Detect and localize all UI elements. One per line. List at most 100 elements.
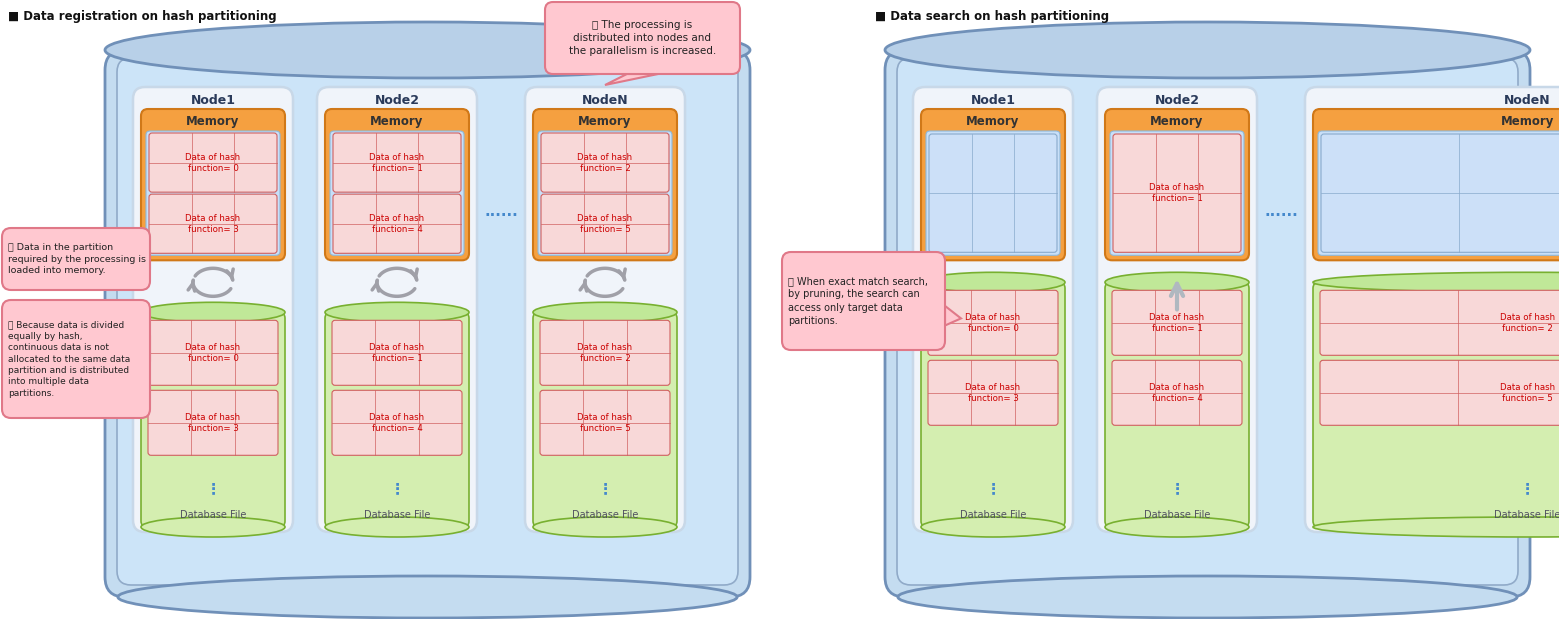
FancyBboxPatch shape (525, 87, 684, 532)
FancyBboxPatch shape (1320, 134, 1559, 253)
Text: ⋮: ⋮ (1169, 482, 1185, 496)
Text: Data of hash
function= 1: Data of hash function= 1 (369, 152, 424, 173)
FancyBboxPatch shape (539, 320, 670, 385)
FancyBboxPatch shape (539, 391, 670, 456)
Text: NodeN: NodeN (582, 95, 628, 108)
FancyBboxPatch shape (324, 313, 469, 527)
Ellipse shape (1313, 517, 1559, 537)
Text: Data of hash
function= 1: Data of hash function= 1 (1149, 183, 1205, 203)
FancyBboxPatch shape (332, 320, 461, 385)
FancyBboxPatch shape (541, 133, 669, 192)
Text: ・ Because data is divided
equally by hash,
continuous data is not
allocated to t: ・ Because data is divided equally by has… (8, 320, 131, 398)
FancyBboxPatch shape (148, 391, 278, 456)
Ellipse shape (533, 517, 677, 537)
Polygon shape (136, 256, 150, 268)
Ellipse shape (104, 22, 750, 78)
FancyBboxPatch shape (886, 50, 1529, 597)
FancyBboxPatch shape (1098, 87, 1257, 532)
Ellipse shape (1313, 272, 1559, 292)
Text: Data of hash
function= 1: Data of hash function= 1 (369, 343, 424, 363)
Text: Node2: Node2 (374, 95, 419, 108)
Text: ......: ...... (1264, 204, 1299, 219)
Ellipse shape (324, 302, 469, 322)
Text: Node1: Node1 (190, 95, 235, 108)
Text: Data of hash
function= 2: Data of hash function= 2 (577, 343, 633, 363)
FancyBboxPatch shape (1317, 131, 1559, 255)
Text: Data of hash
function= 3: Data of hash function= 3 (186, 214, 240, 234)
FancyBboxPatch shape (1320, 290, 1559, 355)
FancyBboxPatch shape (1313, 109, 1559, 261)
Text: Data of hash
function= 3: Data of hash function= 3 (965, 383, 1021, 403)
FancyBboxPatch shape (921, 282, 1065, 527)
Text: ⋮: ⋮ (390, 482, 405, 496)
Text: Data of hash
function= 5: Data of hash function= 5 (1500, 383, 1554, 403)
Text: ⋮: ⋮ (985, 482, 1001, 496)
Ellipse shape (140, 302, 285, 322)
Text: Data of hash
function= 2: Data of hash function= 2 (1500, 313, 1554, 333)
FancyBboxPatch shape (117, 58, 737, 585)
FancyBboxPatch shape (2, 228, 150, 290)
Text: Data of hash
function= 3: Data of hash function= 3 (186, 413, 240, 433)
FancyBboxPatch shape (928, 290, 1059, 355)
Text: ・ When exact match search,
by pruning, the search can
access only target data
pa: ・ When exact match search, by pruning, t… (787, 276, 928, 326)
Text: Data of hash
function= 0: Data of hash function= 0 (186, 152, 240, 173)
Text: Data of hash
function= 5: Data of hash function= 5 (577, 214, 633, 234)
Text: Memory: Memory (371, 115, 424, 128)
FancyBboxPatch shape (533, 109, 677, 261)
FancyBboxPatch shape (926, 131, 1060, 255)
Text: Memory: Memory (578, 115, 631, 128)
Text: Node2: Node2 (1155, 95, 1199, 108)
Text: Data of hash
function= 2: Data of hash function= 2 (577, 152, 633, 173)
FancyBboxPatch shape (896, 58, 1518, 585)
Text: ......: ...... (485, 204, 518, 219)
FancyBboxPatch shape (148, 320, 278, 385)
Text: ⋮: ⋮ (597, 482, 613, 496)
FancyBboxPatch shape (104, 50, 750, 597)
FancyBboxPatch shape (140, 313, 285, 527)
Text: Database File: Database File (1495, 510, 1559, 520)
FancyBboxPatch shape (1113, 134, 1241, 253)
Text: Data of hash
function= 1: Data of hash function= 1 (1149, 313, 1205, 333)
Text: ⋮: ⋮ (206, 482, 221, 496)
FancyBboxPatch shape (2, 300, 150, 418)
Text: Data of hash
function= 5: Data of hash function= 5 (577, 413, 633, 433)
Text: Memory: Memory (187, 115, 240, 128)
Ellipse shape (886, 22, 1529, 78)
Ellipse shape (1105, 272, 1249, 292)
Text: ・ Data in the partition
required by the processing is
loaded into memory.: ・ Data in the partition required by the … (8, 243, 147, 275)
FancyBboxPatch shape (1105, 282, 1249, 527)
FancyBboxPatch shape (541, 194, 669, 253)
Text: Data of hash
function= 4: Data of hash function= 4 (369, 214, 424, 234)
Text: Memory: Memory (1501, 115, 1554, 128)
Polygon shape (945, 306, 960, 326)
Text: ■ Data registration on hash partitioning: ■ Data registration on hash partitioning (8, 10, 276, 23)
Ellipse shape (898, 576, 1517, 618)
Text: Memory: Memory (967, 115, 1020, 128)
FancyBboxPatch shape (1112, 290, 1243, 355)
FancyBboxPatch shape (331, 131, 465, 255)
Ellipse shape (921, 517, 1065, 537)
FancyBboxPatch shape (324, 109, 469, 261)
FancyBboxPatch shape (334, 194, 461, 253)
Text: Data of hash
function= 0: Data of hash function= 0 (965, 313, 1021, 333)
Text: NodeN: NodeN (1504, 95, 1551, 108)
Text: Database File: Database File (363, 510, 430, 520)
Text: ■ Data search on hash partitioning: ■ Data search on hash partitioning (875, 10, 1108, 23)
FancyBboxPatch shape (147, 131, 281, 255)
FancyBboxPatch shape (334, 133, 461, 192)
FancyBboxPatch shape (928, 360, 1059, 425)
FancyBboxPatch shape (1112, 360, 1243, 425)
Text: Memory: Memory (1151, 115, 1204, 128)
FancyBboxPatch shape (914, 87, 1073, 532)
FancyBboxPatch shape (533, 313, 677, 527)
FancyBboxPatch shape (150, 133, 278, 192)
Text: Database File: Database File (960, 510, 1026, 520)
FancyBboxPatch shape (546, 2, 741, 74)
Polygon shape (605, 74, 658, 85)
FancyBboxPatch shape (1320, 360, 1559, 425)
FancyBboxPatch shape (1105, 109, 1249, 261)
Ellipse shape (533, 302, 677, 322)
Ellipse shape (921, 272, 1065, 292)
Ellipse shape (324, 517, 469, 537)
FancyBboxPatch shape (929, 134, 1057, 253)
